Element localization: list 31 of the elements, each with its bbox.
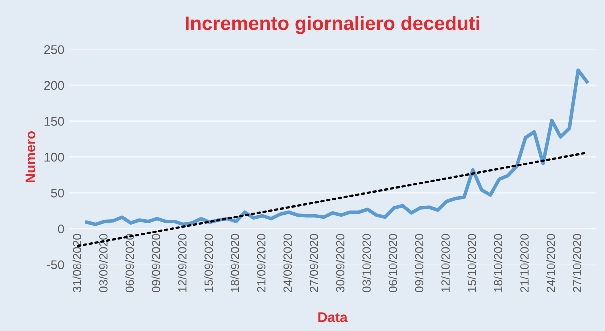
x-tick-label: 06/09/2020 [125, 234, 134, 292]
x-tick-label: 06/10/2020 [388, 234, 398, 292]
x-axis-title: Data [318, 312, 348, 322]
x-tick-label: 15/10/2020 [468, 234, 476, 292]
x-tick-label: 09/09/2020 [152, 234, 160, 292]
x-tick-label: 27/10/2020 [572, 234, 582, 292]
x-tick-label: 31/08/2020 [72, 234, 82, 292]
y-tick-label: 200 [44, 81, 64, 90]
y-axis-title: Numero [26, 132, 36, 183]
x-tick-label: 30/09/2020 [336, 234, 345, 292]
x-tick-label: 03/09/2020 [99, 234, 108, 292]
x-tick-label: 18/10/2020 [494, 234, 503, 292]
line-series [85, 68, 589, 226]
y-tick-label: 0 [58, 224, 64, 234]
x-tick-label: 21/10/2020 [520, 234, 529, 292]
y-tick-label: 150 [44, 117, 64, 126]
x-tick-label: 12/10/2020 [441, 234, 450, 292]
x-tick-label: 24/10/2020 [546, 234, 556, 292]
y-tick-label: 50 [51, 188, 64, 198]
chart-title: Incremento giornaliero deceduti [186, 16, 480, 34]
x-tick-label: 24/09/2020 [283, 234, 292, 292]
y-tick-label: -50 [47, 260, 64, 270]
x-tick-label: 18/09/2020 [230, 234, 240, 292]
y-tick-label: 100 [44, 153, 64, 162]
x-tick-label: 21/09/2020 [257, 234, 266, 292]
x-tick-label: 27/09/2020 [310, 234, 318, 292]
y-tick-label: 250 [44, 45, 64, 54]
x-tick-label: 15/09/2020 [204, 234, 214, 292]
x-tick-label: 12/09/2020 [178, 234, 187, 292]
x-tick-label: 09/10/2020 [414, 234, 424, 292]
x-tick-label: 03/10/2020 [362, 234, 372, 292]
